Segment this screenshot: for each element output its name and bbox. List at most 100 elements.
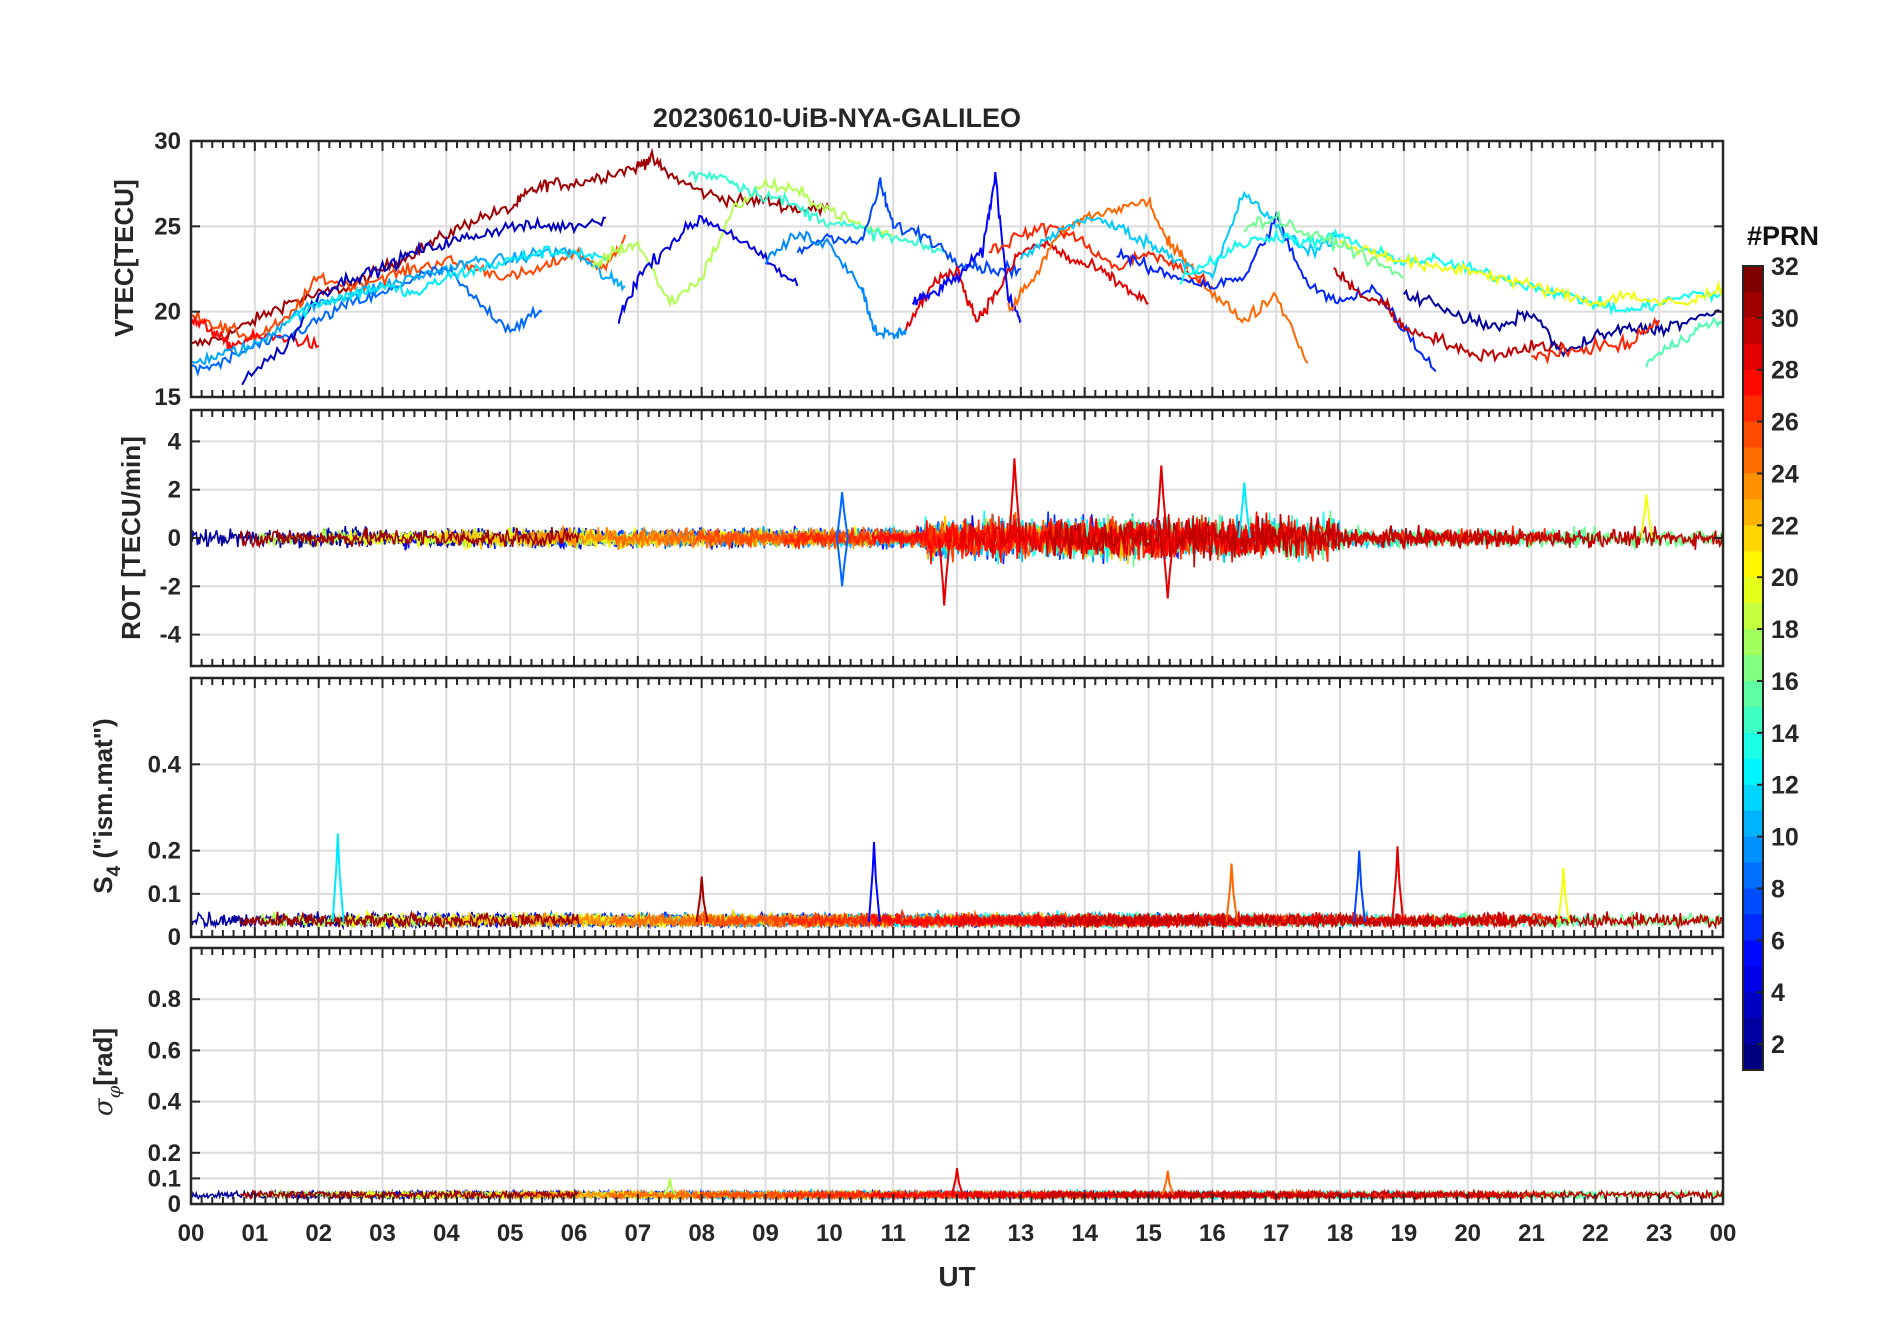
vtec-line-prn-30 [1333,267,1565,363]
trace-prn-31 [239,910,580,931]
vtec-line-prn-27 [988,222,1213,290]
colorbar-tick-label: 22 [1771,512,1799,540]
x-tick-label: 20 [1454,1220,1481,1247]
vtec-line-prn-20 [1339,240,1723,308]
rot-ylabel: ROT [TECU/min] [116,436,146,640]
trace-prn-28 [870,910,1281,931]
colorbar-tick-label: 10 [1771,824,1799,852]
spike-prn-8 [836,491,849,539]
vtec-line-prn-26 [191,234,627,345]
x-tick-label: 07 [624,1220,651,1247]
y-tick-label: 25 [154,213,181,240]
colorbar-tick-label: 18 [1771,616,1799,644]
rot-panel: -4 -2 0 2 4 [160,408,1725,668]
x-tick-label: 16 [1199,1220,1226,1247]
spike-prn-20 [1557,867,1571,923]
colorbar-segment [1743,343,1763,371]
y-tick-label: 20 [154,299,181,326]
colorbar-tick-label: 4 [1771,979,1785,1007]
trace-prn-31 [240,1188,579,1201]
vtec-line-prn-11 [1019,190,1341,280]
x-tick-label: 09 [752,1220,779,1247]
spike-prn-25 [1225,863,1239,923]
x-tick-label: 01 [241,1220,268,1247]
spike-prn-8 [836,537,849,587]
colorbar-tick-label: 30 [1771,305,1799,333]
y-tick-label: 0.2 [148,1140,181,1167]
colorbar-segment [1743,784,1763,812]
spike-prn-29 [950,1168,964,1196]
spike-prn-5 [867,841,881,922]
x-tick-label: 19 [1390,1220,1417,1247]
vtec-line-prn-18 [592,176,894,308]
colorbar-segment [1743,758,1763,786]
colorbar-tick-label: 24 [1771,460,1799,488]
colorbar-tick-label: 14 [1771,720,1799,748]
minor-ticks [190,141,1724,397]
x-tick-label: 10 [816,1220,843,1247]
sigma-phi-ylabel: σφ[rad] [88,1028,125,1116]
colorbar-segment [1743,836,1763,864]
x-tick-label: 17 [1263,1220,1290,1247]
vtec-line-prn-4 [617,214,799,324]
colorbar-segment [1743,317,1763,345]
colorbar-tick-label: 20 [1771,564,1799,592]
colorbar-segment [1743,680,1763,708]
x-tick-label: 11 [880,1220,905,1247]
vtec-line-prn-14 [688,170,945,254]
colorbar-segment [1743,499,1763,526]
vtec-ylabel: VTEC[TECU] [109,179,139,336]
vtec-line-prn-29 [904,235,1149,331]
y-tick-label: 0.8 [148,986,181,1013]
colorbar-segment [1743,914,1763,941]
minor-ticks [190,948,1724,1204]
vtec-line-prn-7 [796,177,1021,280]
vtec-line-prn-9 [764,230,907,341]
s4-ylabel: S4 ("ism.mat") [88,718,125,893]
minor-ticks [190,678,1724,937]
x-tick-label: 00 [1710,1220,1737,1247]
colorbar-segment [1743,603,1763,630]
trace-prn-31 [239,527,580,550]
data-lines [191,1168,1723,1202]
colorbar-segment [1743,369,1763,397]
y-tick-label: 0.1 [148,881,181,908]
x-tick-label: 08 [688,1220,715,1247]
y-tick-label: 0.1 [148,1165,181,1192]
y-tick-label: 2 [168,477,181,504]
x-tick-label: 14 [1071,1220,1098,1247]
y-tick-label: 0 [168,1191,181,1218]
colorbar-segment [1743,525,1763,552]
vtec-line-prn-12 [286,245,607,324]
y-tick-label: -2 [160,573,181,600]
colorbar-tick-label: 2 [1771,1031,1785,1059]
colorbar-tick-label: 12 [1771,772,1799,800]
vtec-line-prn-16 [1243,210,1404,279]
y-tick-label: 0.4 [148,751,182,778]
spike-prn-31 [695,876,709,923]
colorbar-segment [1743,732,1763,760]
vtec-panel: 15 20 25 30 [154,128,1725,411]
sigma-phi-panel: 00.10.2 0.4 0.6 0.8 [148,946,1725,1218]
colorbar-segment [1743,888,1763,915]
x-tick-label: 13 [1007,1220,1034,1247]
y-tick-label: 0.6 [148,1037,181,1064]
colorbar-title: #PRN [1747,221,1819,251]
x-tick-label: 18 [1327,1220,1354,1247]
spike-prn-25 [1161,1170,1175,1196]
y-tick-label: 0.2 [148,838,181,865]
colorbar-tick-label: 6 [1771,927,1785,955]
grid-lines [190,948,1724,1205]
x-tick-label: 21 [1518,1220,1545,1247]
spike-prn-18 [663,1178,677,1196]
colorbar-frame [1742,265,1764,1071]
minor-ticks [190,410,1724,666]
x-tick-label: 06 [561,1220,588,1247]
grid-lines [190,678,1724,938]
spike-prn-29 [1008,458,1022,539]
colorbar-segment [1743,1044,1763,1071]
y-tick-label: 0.4 [148,1089,182,1116]
y-tick-label: 0 [168,525,181,552]
y-tick-labels: 15 20 25 30 [154,128,1723,411]
